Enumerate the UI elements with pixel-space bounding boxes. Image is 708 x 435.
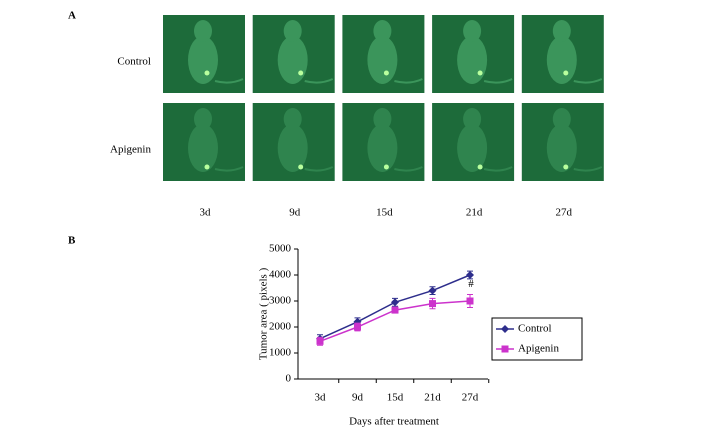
tumor-spot <box>563 164 569 170</box>
mouse-body <box>188 124 218 172</box>
mouse <box>277 108 334 172</box>
column-label: 15d <box>376 207 393 219</box>
panel-label: A <box>68 10 76 22</box>
row-label: Control <box>117 56 151 68</box>
legend-label: Apigenin <box>518 343 559 355</box>
mouse-head <box>552 108 571 130</box>
mouse <box>546 108 603 172</box>
tumor-spot <box>383 164 389 170</box>
mouse-head <box>373 20 392 42</box>
x-tick-label: 27d <box>462 392 479 404</box>
mouse-tail <box>573 78 603 84</box>
marker <box>429 300 436 308</box>
mouse-head <box>194 20 212 42</box>
mouse-body <box>367 36 398 84</box>
marker <box>428 286 437 295</box>
annotation: # <box>468 278 474 290</box>
plot: 0 1000 2000 3000 4000 5000 3d 9d 15d 21d 27d # Contr… <box>269 243 583 404</box>
x-tick-label: 9d <box>352 392 364 404</box>
mouse-tail <box>483 78 513 84</box>
mouse-head <box>283 20 302 42</box>
legend-label: Control <box>518 323 552 335</box>
mouse-head <box>194 108 212 130</box>
marker <box>466 271 474 279</box>
mouse-tail <box>214 166 244 172</box>
mouse-body <box>277 36 308 84</box>
column-label: 3d <box>200 207 212 219</box>
x-tick-label: 3d <box>315 392 327 404</box>
marker <box>316 337 324 345</box>
mouse-tail <box>214 78 244 84</box>
mouse <box>457 108 513 172</box>
tumor-spot <box>477 164 483 170</box>
legend-box <box>491 317 583 361</box>
marker <box>501 345 509 353</box>
column-label: 9d <box>289 207 301 219</box>
mouse-body <box>457 36 488 84</box>
mouse-tail <box>304 166 334 172</box>
mouse <box>188 108 244 172</box>
mouse-head <box>552 20 571 42</box>
mouse-head <box>463 108 482 130</box>
tumor-spot <box>298 164 304 170</box>
mouse-tail <box>394 78 423 84</box>
mouse <box>188 20 244 84</box>
y-tick-label: 2000 <box>269 321 292 333</box>
tumor-spot <box>298 70 304 76</box>
mouse-body <box>277 124 308 172</box>
mouse-tail <box>394 166 423 172</box>
mouse <box>367 20 423 84</box>
y-tick-label: 3000 <box>269 295 292 307</box>
mouse-body <box>546 36 577 84</box>
y-tick-label: 0 <box>286 373 292 385</box>
mouse-tail <box>483 166 513 172</box>
x-axis-label: Days after treatment <box>349 416 439 428</box>
row-label: Apigenin <box>110 144 151 156</box>
mouse-tail <box>304 78 334 84</box>
tumor-spot <box>563 70 569 76</box>
x-tick-label: 21d <box>424 392 441 404</box>
mouse-head <box>463 20 482 42</box>
mouse-head <box>373 108 392 130</box>
tumor-spot <box>204 164 210 170</box>
marker <box>466 297 474 305</box>
mouse-head <box>283 108 302 130</box>
mouse-tail <box>573 166 603 172</box>
marker <box>354 323 361 331</box>
image-grid <box>163 15 604 181</box>
tumor-spot <box>383 70 389 76</box>
mouse <box>546 20 603 84</box>
marker <box>391 298 399 307</box>
mouse-body <box>546 124 577 172</box>
mouse-body <box>188 36 218 84</box>
mouse <box>367 108 423 172</box>
column-label: 21d <box>466 207 483 219</box>
y-tick-label: 1000 <box>269 347 292 359</box>
marker <box>501 325 509 333</box>
marker <box>391 306 399 314</box>
x-tick-label: 15d <box>387 392 404 404</box>
column-label: 27d <box>556 207 573 219</box>
mouse-body <box>457 124 488 172</box>
y-axis-label: Tumor area ( pixels ) <box>258 267 270 360</box>
tumor-spot <box>477 70 483 76</box>
y-tick-label: 4000 <box>269 269 292 281</box>
y-tick-label: 5000 <box>269 243 292 255</box>
mouse-body <box>367 124 398 172</box>
tumor-spot <box>204 70 210 76</box>
panel-label: B <box>68 235 76 247</box>
